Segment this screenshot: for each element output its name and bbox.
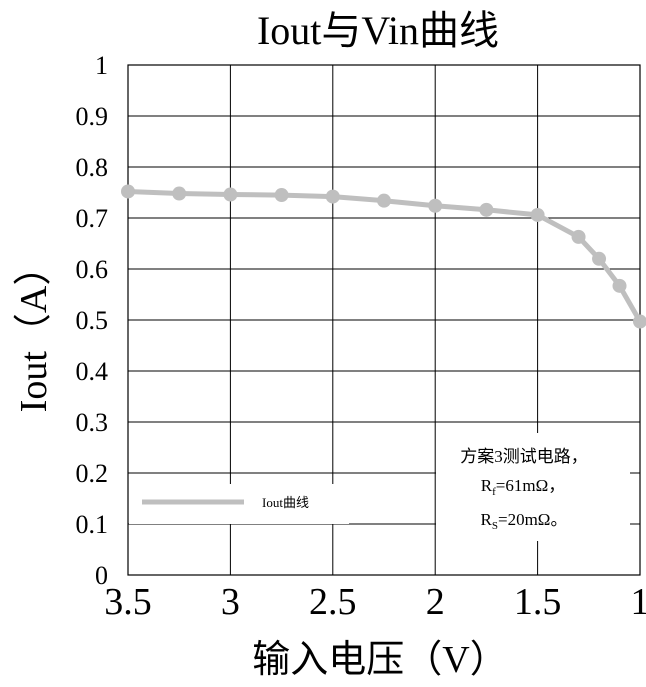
x-axis-ticks: 3.5 3 2.5 2 1.5 1 [104,581,646,623]
legend: Iout曲线 [129,484,349,524]
data-point [592,251,607,266]
y-axis-ticks: 0 0.1 0.2 0.3 0.4 0.5 0.6 0.7 0.8 0.9 1 [76,51,109,590]
data-point [223,187,238,202]
data-point [172,186,187,201]
annotation-box: 方案3测试电路， Rf=61mΩ， RS=20mΩ。 [436,433,630,541]
x-tick-label: 1 [631,581,646,623]
chart-title: Iout与Vin曲线 [257,8,499,53]
series-line [127,189,643,323]
data-point [479,202,494,217]
data-point [325,189,340,204]
y-tick-label: 0.6 [76,255,109,284]
y-tick-label: 0.8 [76,153,109,182]
y-tick-label: 0.3 [76,408,109,437]
annotation-line-1: 方案3测试电路， [460,447,588,466]
x-tick-label: 3.5 [104,581,152,623]
y-axis-label: Iout（A） [13,248,55,413]
series-iout [121,184,646,329]
data-point [274,188,289,203]
data-point [530,207,545,222]
x-tick-label: 2 [426,581,445,623]
data-point [121,184,135,199]
y-tick-label: 0.7 [76,204,109,233]
data-point [633,314,646,329]
y-tick-label: 0.1 [76,510,109,539]
data-point [612,278,627,293]
legend-label: Iout曲线 [262,495,309,510]
y-tick-label: 0.4 [76,357,109,386]
x-axis-label: 输入电压（V） [252,639,507,681]
x-tick-label: 1.5 [514,581,562,623]
y-tick-label: 0.5 [76,306,109,335]
x-tick-label: 3 [221,581,240,623]
y-tick-label: 0 [95,561,108,590]
data-point [377,193,391,208]
y-tick-label: 0.2 [76,459,109,488]
y-tick-label: 0.9 [76,102,109,131]
annotation-line-3: RS=20mΩ。 [481,510,568,532]
annotation-line-2: Rf=61mΩ， [481,476,565,498]
data-point [428,198,443,213]
x-tick-label: 2.5 [309,581,357,623]
data-point [571,229,586,244]
y-tick-label: 1 [95,51,108,80]
